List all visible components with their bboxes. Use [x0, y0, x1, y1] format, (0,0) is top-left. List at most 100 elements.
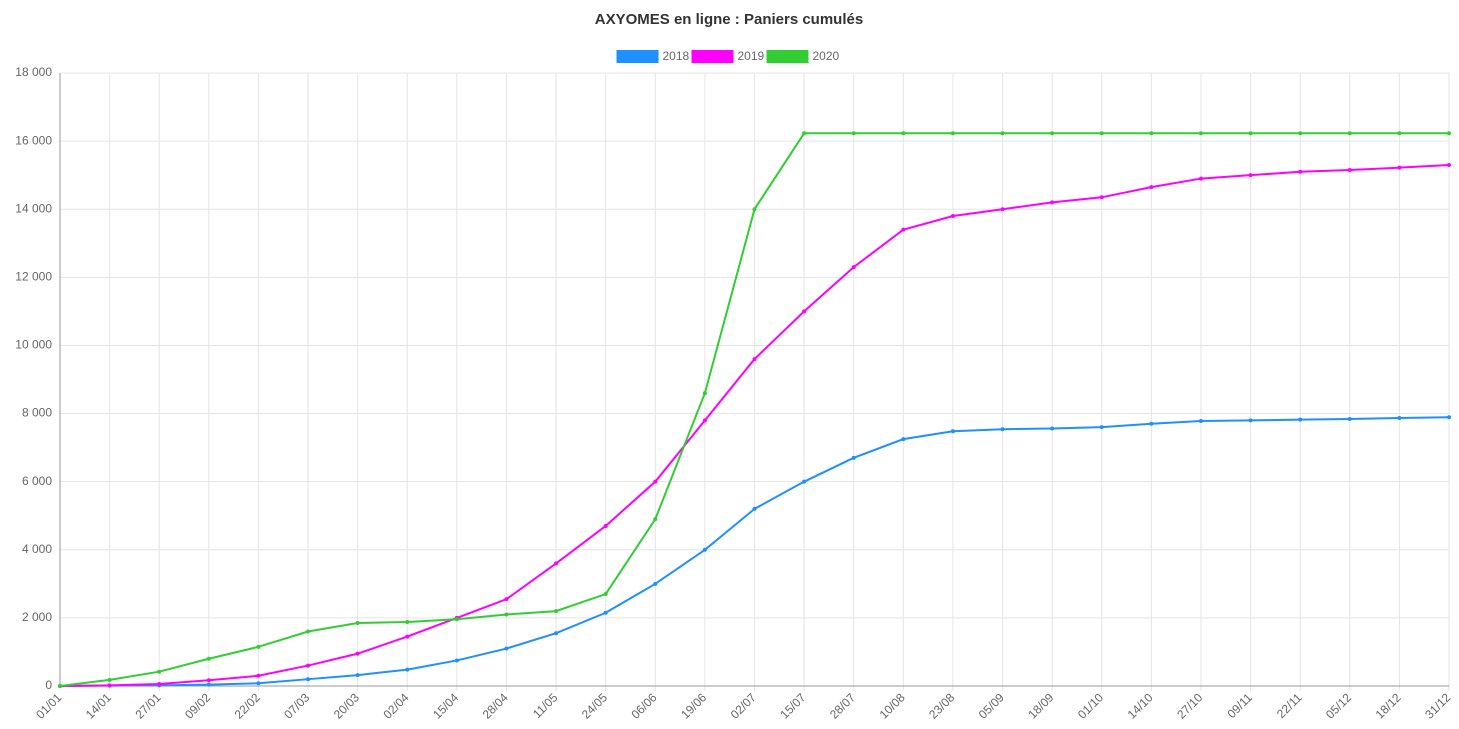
- data-point: [802, 309, 807, 314]
- data-point: [1050, 131, 1055, 136]
- data-point: [355, 620, 360, 625]
- data-point: [306, 663, 311, 668]
- data-point: [851, 131, 856, 136]
- y-tick-label: 6 000: [22, 474, 52, 488]
- data-point: [107, 683, 112, 688]
- data-point: [157, 681, 162, 686]
- data-point: [504, 612, 509, 617]
- data-point: [1248, 173, 1253, 178]
- y-tick-label: 12 000: [15, 270, 52, 284]
- data-point: [405, 619, 410, 624]
- data-point: [851, 265, 856, 270]
- x-tick-label: 07/03: [281, 690, 312, 721]
- x-tick-label: 22/02: [232, 690, 263, 721]
- data-point: [901, 437, 906, 442]
- data-point: [504, 597, 509, 602]
- data-point: [1149, 131, 1154, 136]
- legend-swatch: [766, 50, 809, 63]
- data-point: [901, 227, 906, 232]
- x-tick-label: 27/01: [132, 690, 163, 721]
- data-point: [306, 629, 311, 634]
- data-point: [1198, 419, 1203, 424]
- data-point: [1149, 421, 1154, 426]
- data-point: [603, 523, 608, 528]
- data-point: [256, 681, 261, 686]
- x-tick-label: 14/01: [83, 690, 114, 721]
- legend-swatch: [616, 50, 659, 63]
- x-tick-label: 14/10: [1125, 690, 1156, 721]
- data-point: [1198, 131, 1203, 136]
- data-point: [554, 609, 559, 614]
- data-point: [1397, 165, 1402, 170]
- x-tick-label: 19/06: [678, 690, 709, 721]
- data-point: [355, 651, 360, 656]
- x-tick-label: 22/11: [1274, 690, 1305, 721]
- data-point: [653, 581, 658, 586]
- legend-swatch: [691, 50, 734, 63]
- data-point: [504, 646, 509, 651]
- x-tick-label: 09/11: [1224, 690, 1255, 721]
- data-point: [950, 429, 955, 434]
- y-tick-label: 4 000: [22, 542, 52, 556]
- data-point: [1347, 168, 1352, 173]
- data-point: [1198, 176, 1203, 181]
- data-point: [702, 418, 707, 423]
- data-point: [1099, 131, 1104, 136]
- data-point: [1000, 131, 1005, 136]
- data-point: [1447, 162, 1451, 167]
- data-point: [206, 682, 211, 687]
- data-point: [702, 547, 707, 552]
- data-point: [1050, 426, 1055, 431]
- data-point: [355, 673, 360, 678]
- data-point: [157, 669, 162, 674]
- data-point: [702, 391, 707, 396]
- data-point: [306, 677, 311, 682]
- data-point: [206, 678, 211, 683]
- x-tick-label: 18/12: [1373, 690, 1404, 721]
- data-point: [405, 634, 410, 639]
- x-tick-label: 28/04: [480, 690, 511, 721]
- data-point: [1397, 131, 1402, 136]
- data-point: [1099, 425, 1104, 430]
- data-point: [653, 479, 658, 484]
- data-point: [603, 610, 608, 615]
- data-point: [1298, 169, 1303, 174]
- data-point: [950, 131, 955, 136]
- x-tick-label: 27/10: [1174, 690, 1205, 721]
- data-point: [107, 677, 112, 682]
- data-point: [1298, 131, 1303, 136]
- legend-label: 2018: [663, 49, 690, 63]
- data-point: [454, 617, 459, 622]
- data-point: [1347, 131, 1352, 136]
- data-point: [1347, 417, 1352, 422]
- chart-title: AXYOMES en ligne : Paniers cumulés: [595, 11, 863, 28]
- data-point: [58, 684, 62, 688]
- data-point: [1000, 427, 1005, 432]
- y-tick-label: 14 000: [15, 201, 52, 215]
- x-tick-label: 15/04: [430, 690, 461, 721]
- x-tick-label: 24/05: [579, 690, 610, 721]
- data-point: [1248, 418, 1253, 423]
- data-point: [851, 455, 856, 460]
- x-tick-label: 01/10: [1075, 690, 1106, 721]
- y-tick-label: 2 000: [22, 610, 52, 624]
- data-point: [256, 673, 261, 678]
- x-tick-label: 18/09: [1025, 690, 1056, 721]
- x-tick-label: 05/12: [1323, 690, 1354, 721]
- data-point: [1000, 207, 1005, 212]
- data-point: [554, 631, 559, 636]
- data-point: [603, 592, 608, 597]
- data-point: [1248, 131, 1253, 136]
- x-tick-label: 31/12: [1422, 690, 1453, 721]
- data-point: [206, 656, 211, 661]
- data-point: [752, 357, 757, 362]
- y-tick-label: 18 000: [15, 65, 52, 79]
- x-tick-label: 20/03: [331, 690, 362, 721]
- legend-label: 2019: [738, 49, 765, 63]
- data-point: [1050, 200, 1055, 205]
- data-point: [802, 131, 807, 136]
- data-point: [1447, 415, 1451, 420]
- y-tick-label: 8 000: [22, 406, 52, 420]
- data-point: [950, 214, 955, 219]
